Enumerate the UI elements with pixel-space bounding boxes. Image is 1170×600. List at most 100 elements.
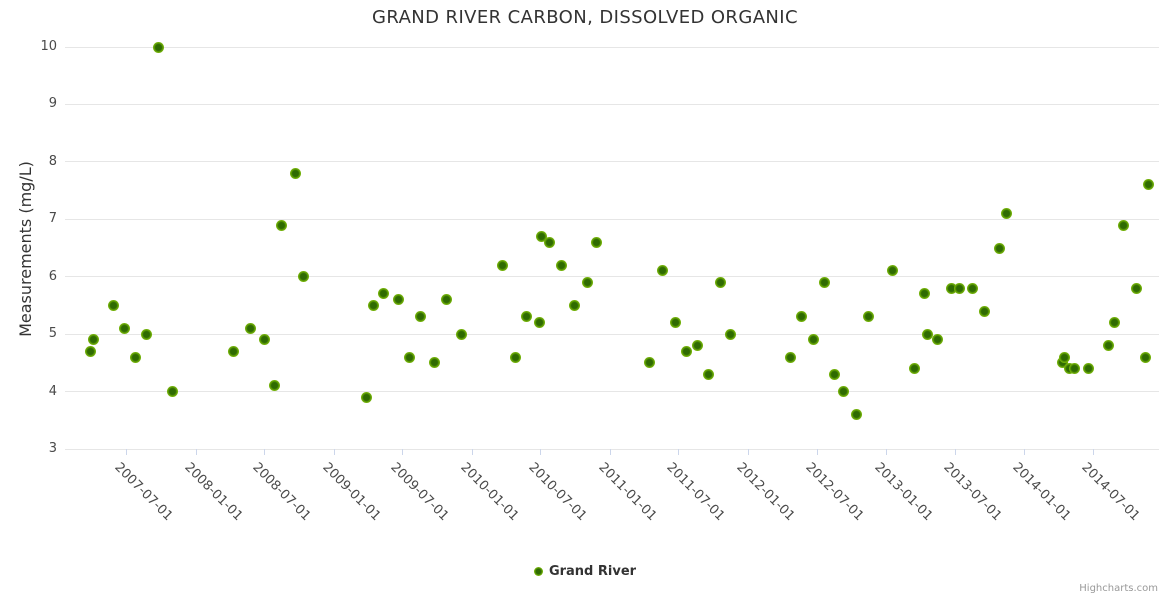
data-point[interactable] — [862, 311, 874, 323]
data-point[interactable] — [152, 41, 164, 53]
x-axis-tick-label: 2012-07-01 — [801, 460, 867, 525]
x-axis-tick — [333, 449, 335, 455]
y-axis-tick-label: 3 — [48, 441, 57, 456]
data-point[interactable] — [715, 276, 727, 288]
data-point[interactable] — [289, 167, 301, 179]
x-axis-tick — [402, 449, 404, 455]
data-point[interactable] — [1058, 351, 1070, 363]
data-point[interactable] — [276, 219, 288, 231]
data-point[interactable] — [555, 259, 567, 271]
x-axis-tick — [886, 449, 888, 455]
data-point[interactable] — [129, 351, 141, 363]
highcharts-credit[interactable]: Highcharts.com — [1079, 583, 1158, 594]
data-point[interactable] — [808, 334, 820, 346]
data-point[interactable] — [227, 345, 239, 357]
data-point[interactable] — [269, 380, 281, 392]
x-axis-tick-label: 2012-01-01 — [733, 460, 798, 525]
data-point[interactable] — [87, 334, 99, 346]
data-point[interactable] — [85, 345, 97, 357]
x-axis-tick-label: 2011-01-01 — [595, 460, 660, 525]
x-axis-tick — [609, 449, 611, 455]
data-point[interactable] — [1082, 363, 1094, 375]
x-axis-tick — [540, 449, 542, 455]
data-point[interactable] — [166, 386, 178, 398]
data-point[interactable] — [510, 351, 522, 363]
data-point[interactable] — [404, 351, 416, 363]
data-point[interactable] — [918, 288, 930, 300]
y-axis-tick-label: 5 — [48, 326, 57, 342]
data-point[interactable] — [1103, 340, 1115, 352]
data-point[interactable] — [521, 311, 533, 323]
data-point[interactable] — [582, 276, 594, 288]
legend[interactable]: Grand River — [0, 561, 1170, 580]
data-point[interactable] — [838, 386, 850, 398]
data-point[interactable] — [978, 305, 990, 317]
data-point[interactable] — [360, 391, 372, 403]
legend-label: Grand River — [548, 564, 637, 579]
data-point[interactable] — [829, 368, 841, 380]
data-point[interactable] — [244, 322, 256, 334]
data-point[interactable] — [119, 322, 131, 334]
data-point[interactable] — [644, 357, 656, 369]
data-point[interactable] — [393, 294, 405, 306]
data-point[interactable] — [378, 288, 390, 300]
x-axis-tick — [747, 449, 749, 455]
data-point[interactable] — [795, 311, 807, 323]
data-point[interactable] — [953, 282, 965, 294]
x-axis-tick — [678, 449, 680, 455]
data-point[interactable] — [533, 317, 545, 329]
data-point[interactable] — [568, 299, 580, 311]
data-point[interactable] — [966, 282, 978, 294]
y-gridline — [65, 333, 1159, 335]
data-point[interactable] — [1142, 179, 1154, 191]
data-point[interactable] — [258, 334, 270, 346]
data-point[interactable] — [455, 328, 467, 340]
data-point[interactable] — [1068, 363, 1080, 375]
x-axis-tick-label: 2008-07-01 — [249, 460, 314, 525]
data-point[interactable] — [1056, 357, 1068, 369]
data-point[interactable] — [1117, 219, 1129, 231]
data-point[interactable] — [108, 299, 120, 311]
data-point[interactable] — [922, 328, 934, 340]
x-axis-tick — [471, 449, 473, 455]
data-point[interactable] — [670, 317, 682, 329]
data-point[interactable] — [725, 328, 737, 340]
data-point[interactable] — [440, 294, 452, 306]
data-point[interactable] — [680, 345, 692, 357]
x-axis-tick-label: 2009-07-01 — [387, 460, 452, 525]
data-point[interactable] — [428, 357, 440, 369]
data-point[interactable] — [945, 282, 957, 294]
data-point[interactable] — [909, 363, 920, 375]
data-point[interactable] — [536, 231, 548, 242]
data-point[interactable] — [1109, 317, 1121, 329]
x-axis-tick-label: 2007-07-01 — [111, 460, 176, 525]
data-point[interactable] — [414, 311, 426, 323]
data-point[interactable] — [543, 236, 555, 248]
x-axis-tick-label: 2010-01-01 — [457, 460, 522, 525]
x-axis-tick-label: 2013-07-01 — [939, 460, 1004, 525]
data-point[interactable] — [994, 242, 1006, 254]
x-axis-tick-label: 2010-07-01 — [525, 460, 590, 525]
data-point[interactable] — [368, 299, 380, 311]
data-point[interactable] — [141, 328, 153, 340]
data-point[interactable] — [496, 259, 508, 271]
data-point[interactable] — [656, 265, 668, 277]
data-point[interactable] — [702, 368, 714, 380]
data-point[interactable] — [886, 265, 898, 277]
plot-area — [65, 41, 1159, 455]
data-point[interactable] — [1000, 208, 1012, 220]
data-point[interactable] — [1140, 351, 1152, 363]
data-point[interactable] — [932, 334, 944, 346]
data-point[interactable] — [818, 276, 830, 288]
x-axis-tick-label: 2009-01-01 — [319, 460, 384, 525]
x-axis-tick — [1024, 449, 1026, 455]
data-point[interactable] — [784, 351, 796, 363]
data-point[interactable] — [1130, 282, 1142, 294]
x-axis-tick — [264, 449, 266, 455]
data-point[interactable] — [298, 271, 310, 283]
y-gridline — [65, 161, 1159, 163]
data-point[interactable] — [591, 236, 603, 248]
data-point[interactable] — [692, 340, 704, 352]
data-point[interactable] — [851, 409, 863, 421]
